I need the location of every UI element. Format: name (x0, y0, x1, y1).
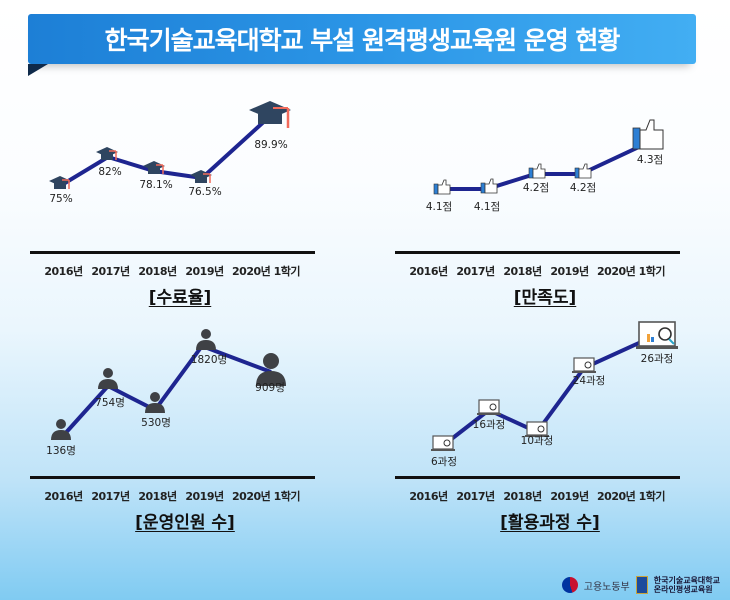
value-label: 136명 (46, 445, 76, 457)
value-label: 6과정 (430, 456, 458, 468)
koreatech-emblem-icon (635, 576, 648, 594)
x-axis-line (30, 476, 315, 479)
x-axis-labels: 2016년 2017년 2018년 2019년 2020년 1학기 (405, 488, 669, 504)
ministry-name: 고용노동부 (583, 581, 630, 593)
x-axis-line (30, 251, 315, 254)
value-label: 4.3점 (636, 154, 664, 166)
thumbs-up-icon (480, 178, 498, 194)
title-banner: 한국기술교육대학교 부설 원격평생교육원 운영 현황 (28, 14, 696, 64)
value-label: 89.9% (254, 139, 288, 151)
value-label: 75% (49, 193, 73, 205)
year-label: 2017년 (456, 490, 495, 503)
chart-caption: [활용과정 수] (500, 513, 600, 533)
completion-rate-chart: 75% 82% 78.1% 76.5% 89.9% 2016년 2017년 20… (0, 0, 365, 310)
value-label: 10과정 (520, 435, 554, 447)
graduation-cap-icon (96, 147, 118, 160)
value-label: 1820명 (190, 354, 228, 366)
value-label: 4.2점 (522, 182, 550, 194)
thumbs-up-icon (433, 179, 451, 195)
page-title: 한국기술교육대학교 부설 원격평생교육원 운영 현황 (104, 26, 621, 55)
year-label: 2016년 (44, 265, 83, 278)
x-axis-line (395, 251, 680, 254)
year-label: 2020년 1학기 (232, 490, 300, 503)
year-label: 2019년 (550, 265, 589, 278)
chart-caption: [수료율] (148, 288, 212, 308)
person-icon (51, 329, 286, 440)
graduation-cap-icon (190, 170, 212, 183)
year-label: 2020년 1학기 (597, 265, 665, 278)
graduation-cap-icon (49, 176, 71, 189)
value-label: 26과정 (640, 353, 674, 365)
value-label: 909명 (255, 382, 285, 394)
x-axis-labels: 2016년 2017년 2018년 2019년 2020년 1학기 (40, 263, 304, 279)
year-label: 2017년 (91, 265, 130, 278)
laptop-analytics-icon (431, 321, 678, 451)
courses-chart: 6과정 16과정 10과정 24과정 26과정 2016년 2017년 2018… (365, 310, 730, 540)
year-label: 2019년 (185, 265, 224, 278)
year-label: 2018년 (503, 265, 542, 278)
chart-caption: [만족도] (513, 288, 577, 308)
year-label: 2020년 1학기 (597, 490, 665, 503)
thumbs-up-icon (574, 163, 592, 179)
value-label: 4.1점 (473, 201, 501, 213)
value-label: 76.5% (188, 186, 222, 198)
x-axis-labels: 2016년 2017년 2018년 2019년 2020년 1학기 (405, 263, 669, 279)
value-label: 4.2점 (569, 182, 597, 194)
thumbs-up-icon (632, 119, 664, 150)
value-label: 754명 (95, 397, 125, 409)
year-label: 2018년 (503, 490, 542, 503)
year-label: 2019년 (185, 490, 224, 503)
value-label: 24과정 (572, 375, 606, 387)
x-axis-labels: 2016년 2017년 2018년 2019년 2020년 1학기 (40, 488, 304, 504)
value-label: 82% (98, 166, 122, 178)
institution-line1: 한국기술교육대학교 (653, 576, 720, 585)
value-label: 530명 (141, 417, 171, 429)
chart-caption: [운영인원 수] (135, 513, 235, 533)
value-label: 4.1점 (425, 201, 453, 213)
satisfaction-chart: 4.1점 4.1점 4.2점 4.2점 4.3점 2016년 2017년 201… (365, 0, 730, 310)
graduation-cap-icon (249, 101, 291, 128)
year-label: 2016년 (409, 265, 448, 278)
thumbs-up-icon (528, 163, 546, 179)
institution-line2: 온라인평생교육원 (653, 585, 713, 594)
graduation-cap-icon (143, 161, 165, 174)
footer-logos: 고용노동부 한국기술교육대학교 온라인평생교육원 (561, 576, 720, 594)
institution-name: 한국기술교육대학교 온라인평생교육원 (654, 576, 720, 594)
satisfaction-line-plot (433, 119, 664, 195)
year-label: 2020년 1학기 (232, 265, 300, 278)
courses-line-plot (431, 321, 678, 451)
value-label: 16과정 (472, 419, 506, 431)
x-axis-line (395, 476, 680, 479)
year-label: 2016년 (409, 490, 448, 503)
year-label: 2017년 (456, 265, 495, 278)
operators-chart: 136명 754명 530명 1820명 909명 2016년 2017년 20… (0, 310, 365, 540)
completion-line-plot (49, 101, 291, 189)
value-label: 78.1% (139, 179, 173, 191)
year-label: 2019년 (550, 490, 589, 503)
year-label: 2017년 (91, 490, 130, 503)
year-label: 2018년 (138, 265, 177, 278)
ministry-emblem-icon (561, 577, 578, 593)
year-label: 2016년 (44, 490, 83, 503)
operators-line-plot (51, 329, 286, 440)
year-label: 2018년 (138, 490, 177, 503)
